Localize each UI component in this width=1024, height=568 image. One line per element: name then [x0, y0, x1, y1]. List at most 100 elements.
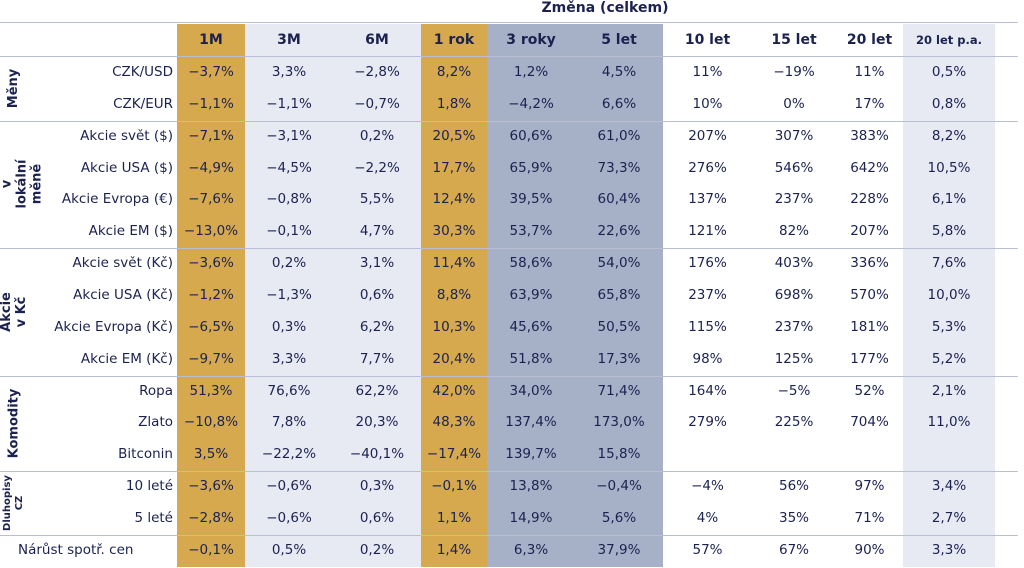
table-cell: −22,2% — [261, 446, 317, 463]
row-label: Akcie svět (Kč) — [72, 255, 173, 272]
table-cell: 30,3% — [432, 223, 476, 240]
table-cell: −4,2% — [508, 95, 554, 112]
row-label: 5 leté — [134, 509, 173, 526]
table-cell: −1,1% — [188, 95, 234, 112]
table-cell: 403% — [774, 255, 814, 272]
table-cell — [752, 439, 836, 469]
table-cell: −0,4% — [596, 478, 642, 495]
table-cell — [836, 439, 903, 469]
table-cell: 57% — [692, 541, 723, 558]
table-cell: 7,6% — [931, 255, 967, 272]
table-cell: 71% — [854, 509, 885, 526]
table-cell: −0,7% — [354, 95, 400, 112]
table-cell: −0,1% — [266, 223, 312, 240]
group-separator — [0, 471, 1018, 473]
table-cell: 276% — [688, 159, 727, 176]
table-cell: 1,1% — [436, 509, 472, 526]
column-header: 20 let p.a. — [916, 33, 982, 47]
table-cell: 13,8% — [509, 478, 553, 495]
column-background — [245, 24, 333, 567]
table-cell: 22,6% — [597, 223, 641, 240]
table-cell: 51,3% — [189, 382, 233, 399]
table-cell: 10,0% — [927, 286, 971, 303]
table-cell: 15,8% — [597, 446, 641, 463]
table-cell: −10,8% — [183, 414, 239, 431]
table-cell: −3,1% — [266, 127, 312, 144]
column-header: 10 let — [684, 32, 731, 48]
table-cell: 20,4% — [432, 350, 476, 367]
table-cell: 0,5% — [931, 64, 967, 80]
table-cell: −4% — [691, 478, 724, 495]
table-cell: 53,7% — [509, 223, 553, 240]
table-cell: 10% — [692, 95, 723, 112]
table-cell: 8,2% — [931, 127, 967, 144]
table-cell: 35% — [778, 509, 809, 526]
table-cell: 570% — [850, 286, 889, 303]
column-header: 6M — [365, 32, 389, 48]
table-cell: 54,0% — [597, 255, 641, 272]
table-cell: 207% — [688, 127, 727, 144]
table-cell: 546% — [774, 159, 814, 176]
table-cell: 164% — [688, 382, 727, 399]
table-cell: 97% — [854, 478, 885, 495]
table-cell: 4,7% — [359, 223, 395, 240]
table-cell: 90% — [854, 541, 885, 558]
table-cell: 237% — [774, 318, 814, 335]
table-cell: −5% — [777, 382, 811, 399]
table-cell: 704% — [850, 414, 889, 431]
header-top-rule — [0, 22, 1018, 23]
table-cell: 61,0% — [597, 127, 641, 144]
table-cell: 62,2% — [355, 382, 399, 399]
table-cell: 1,8% — [436, 95, 472, 112]
table-cell: 11,4% — [432, 255, 476, 272]
table-cell: −40,1% — [349, 446, 405, 463]
row-label: CZK/USD — [112, 64, 173, 80]
table-cell: 0,5% — [271, 541, 307, 558]
table-cell: 237% — [774, 191, 814, 208]
table-cell: 58,6% — [509, 255, 553, 272]
table-cell: 698% — [774, 286, 814, 303]
table-cell: 8,2% — [436, 64, 472, 80]
table-cell: 6,3% — [513, 541, 549, 558]
table-cell: 3,3% — [271, 350, 307, 367]
table-cell: −13,0% — [183, 223, 239, 240]
table-cell: 20,5% — [432, 127, 476, 144]
table-cell: 39,5% — [509, 191, 553, 208]
table-cell: −0,1% — [188, 541, 234, 558]
table-cell: 279% — [688, 414, 727, 431]
group-separator — [0, 248, 1018, 250]
table-cell: 82% — [778, 223, 809, 240]
row-label: Akcie EM ($) — [88, 223, 173, 240]
table-cell: −0,6% — [266, 478, 312, 495]
table-cell: 42,0% — [432, 382, 476, 399]
group-separator — [0, 375, 1018, 377]
table-cell: 63,9% — [509, 286, 553, 303]
column-background — [333, 24, 421, 567]
table-cell: −6,5% — [188, 318, 234, 335]
group-label-text: Měny — [6, 69, 22, 109]
table-cell — [903, 439, 995, 469]
table-cell: −9,7% — [188, 350, 234, 367]
row-label: Akcie Evropa (Kč) — [54, 318, 173, 335]
table-cell: 137,4% — [505, 414, 557, 431]
group-separator — [0, 534, 1018, 536]
table-cell: 336% — [850, 255, 889, 272]
column-header: 15 let — [771, 32, 817, 48]
row-label: Akcie USA ($) — [80, 159, 173, 176]
table-cell: −0,1% — [431, 478, 477, 495]
table-cell: 3,3% — [271, 64, 307, 80]
row-label: Ropa — [139, 382, 173, 399]
table-cell: 0,2% — [359, 127, 395, 144]
row-label: Nárůst spotř. cen — [18, 541, 134, 558]
table-cell: 125% — [774, 350, 814, 367]
table-cell: 60,4% — [597, 191, 641, 208]
table-cell: 17% — [854, 95, 885, 112]
table-cell: 3,4% — [931, 478, 967, 495]
table-cell: 173,0% — [593, 414, 645, 431]
column-header: 1M — [199, 32, 223, 48]
table-cell: 225% — [774, 414, 814, 431]
table-cell: −2,2% — [354, 159, 400, 176]
table-cell: 3,3% — [931, 541, 967, 558]
table-cell: 50,5% — [597, 318, 641, 335]
row-label: Bitconin — [118, 446, 173, 463]
